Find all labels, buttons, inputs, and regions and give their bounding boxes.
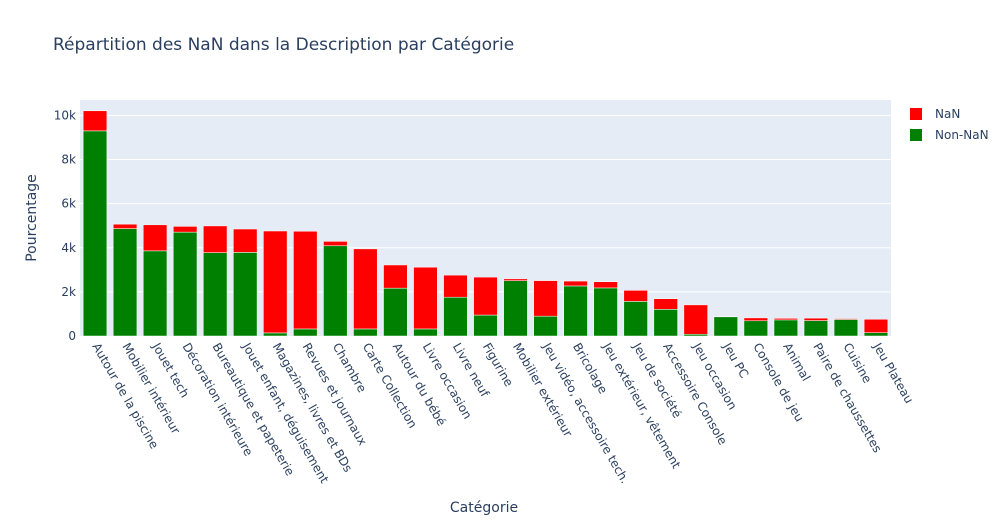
y-tick-label: 2k	[61, 285, 76, 299]
bar-non-nan[interactable]	[713, 316, 738, 337]
bar-nan[interactable]	[293, 230, 318, 330]
bar-nan[interactable]	[503, 278, 528, 281]
bar-non-nan[interactable]	[413, 328, 438, 337]
bar-nan[interactable]	[803, 317, 829, 321]
legend-label: Non-NaN	[935, 128, 989, 142]
bar-non-nan[interactable]	[863, 332, 889, 337]
bar-nan[interactable]	[413, 266, 438, 330]
bar-non-nan[interactable]	[142, 250, 168, 337]
bar-nan[interactable]	[563, 280, 588, 287]
bar-non-nan[interactable]	[593, 287, 618, 337]
y-tick-label: 0	[68, 329, 76, 343]
bar-nan[interactable]	[142, 224, 168, 252]
bar-non-nan[interactable]	[112, 228, 138, 337]
bar-nan[interactable]	[82, 110, 108, 132]
legend-item[interactable]: NaN	[910, 107, 960, 121]
y-tick-label: 8k	[61, 153, 76, 167]
bar-nan[interactable]	[533, 280, 558, 317]
bar-nan[interactable]	[833, 318, 859, 320]
legend-item[interactable]: Non-NaN	[910, 128, 989, 142]
legend-swatch	[910, 108, 922, 120]
bar-nan[interactable]	[323, 241, 348, 247]
legend-swatch	[910, 129, 922, 141]
bar-non-nan[interactable]	[503, 280, 528, 337]
bar-non-nan[interactable]	[263, 332, 288, 337]
bar-non-nan[interactable]	[203, 252, 228, 337]
bar-non-nan[interactable]	[353, 328, 378, 337]
bar-nan[interactable]	[683, 304, 708, 335]
bar-nan[interactable]	[593, 281, 618, 289]
bar-non-nan[interactable]	[803, 320, 829, 337]
bar-non-nan[interactable]	[683, 333, 708, 337]
bar-non-nan[interactable]	[293, 328, 318, 337]
bar-nan[interactable]	[173, 226, 198, 233]
bar-non-nan[interactable]	[533, 315, 558, 337]
bar-nan[interactable]	[443, 274, 468, 298]
bar-non-nan[interactable]	[653, 309, 678, 337]
bar-non-nan[interactable]	[323, 245, 348, 337]
y-axis-ticks: 0 2k 4k 6k 8k 10k	[54, 108, 76, 343]
bar-non-nan[interactable]	[383, 287, 408, 337]
bar-nan[interactable]	[112, 223, 138, 229]
y-axis-title: Pourcentage	[24, 174, 40, 262]
bar-nan[interactable]	[623, 290, 648, 302]
legend[interactable]: NaN Non-NaN	[910, 107, 989, 142]
y-tick-label: 10k	[54, 108, 76, 122]
bar-nan[interactable]	[863, 318, 889, 333]
bar-non-nan[interactable]	[443, 296, 468, 337]
bar-nan[interactable]	[263, 230, 288, 334]
legend-label: NaN	[935, 107, 960, 121]
bar-non-nan[interactable]	[173, 231, 198, 337]
x-axis-title: Catégorie	[450, 500, 518, 516]
bar-nan[interactable]	[473, 276, 498, 316]
bar-nan[interactable]	[773, 318, 798, 321]
bar-nan[interactable]	[383, 264, 408, 289]
bar-nan[interactable]	[653, 298, 678, 310]
bar-non-nan[interactable]	[623, 301, 648, 337]
bar-non-nan[interactable]	[743, 320, 768, 337]
bar-nan[interactable]	[233, 228, 258, 253]
bar-nan[interactable]	[203, 225, 228, 253]
bar-non-nan[interactable]	[563, 285, 588, 337]
bar-non-nan[interactable]	[473, 314, 498, 337]
bars	[82, 110, 889, 337]
bar-non-nan[interactable]	[773, 319, 798, 337]
bar-non-nan[interactable]	[833, 319, 859, 337]
bar-non-nan[interactable]	[233, 252, 258, 337]
bar-nan[interactable]	[353, 248, 378, 330]
bar-non-nan[interactable]	[82, 130, 108, 337]
y-tick-label: 6k	[61, 197, 76, 211]
chart-title: Répartition des NaN dans la Description …	[53, 35, 514, 55]
bar-nan[interactable]	[743, 317, 768, 322]
y-tick-label: 4k	[61, 241, 76, 255]
